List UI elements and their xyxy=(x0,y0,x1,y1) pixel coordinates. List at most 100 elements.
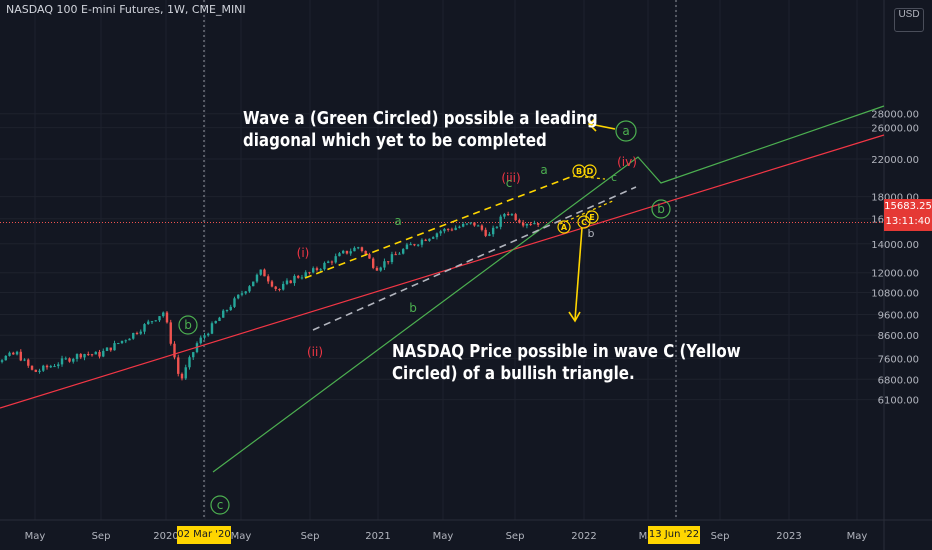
annotation-wave-a: Wave a (Green Circled) possible a leadin… xyxy=(243,109,598,151)
wave-label-circle xyxy=(651,199,671,219)
candle-body xyxy=(229,306,232,311)
candle-body xyxy=(169,322,172,344)
candle-body xyxy=(53,366,56,368)
candle-body xyxy=(135,332,139,334)
candle-body xyxy=(117,343,120,345)
candle-body xyxy=(473,222,476,226)
wave-label: c xyxy=(506,176,513,190)
wave-label-circle xyxy=(585,210,599,224)
candle-body xyxy=(98,351,101,357)
y-tick-label: 8600.00 xyxy=(878,331,919,342)
x-tick-label: Sep xyxy=(506,531,525,542)
arrow-top-shaft xyxy=(589,123,616,130)
candle-body xyxy=(297,275,300,278)
candle-body xyxy=(510,214,514,216)
candle-body xyxy=(289,280,292,284)
candle-body xyxy=(34,369,37,372)
candle-body xyxy=(147,321,150,325)
wave-label: (ii) xyxy=(307,345,323,359)
wave-label: D xyxy=(587,167,594,176)
arrow-down-shaft xyxy=(574,227,583,321)
green-wave-projection xyxy=(212,105,885,473)
candle-body xyxy=(120,340,124,344)
y-tick-label: 22000.00 xyxy=(871,155,919,166)
candle-body xyxy=(102,350,105,357)
candle-body xyxy=(476,225,480,227)
candle-body xyxy=(30,365,34,370)
candle-body xyxy=(293,275,296,284)
candle-body xyxy=(338,253,341,257)
candle-body xyxy=(308,272,311,274)
candle-body xyxy=(465,223,469,225)
candle-body xyxy=(334,256,337,263)
symbol-title: NASDAQ 100 E-mini Futures, 1W, CME_MINI xyxy=(6,3,246,16)
wave-label: c xyxy=(217,498,224,512)
candle-body xyxy=(214,321,217,324)
candle-body xyxy=(0,360,4,362)
candle-body xyxy=(416,244,420,246)
wave-label: E xyxy=(589,213,594,222)
candle-body xyxy=(27,359,30,366)
candle-body xyxy=(282,283,285,290)
candle-body xyxy=(109,347,112,351)
candle-body xyxy=(356,247,360,249)
candle-body xyxy=(428,238,431,241)
candle-body xyxy=(499,216,502,227)
candle-body xyxy=(162,312,165,317)
candle-body xyxy=(480,225,484,230)
wave-label: a xyxy=(394,214,401,228)
crosshair-date-right: 13 Jun '22 xyxy=(648,526,700,544)
y-tick-label: 10800.00 xyxy=(871,288,919,299)
candle-body xyxy=(469,222,472,224)
candle-body xyxy=(461,223,465,227)
candle-body xyxy=(177,357,180,374)
candle-body xyxy=(503,214,506,217)
candle-body xyxy=(454,227,457,230)
candle-body xyxy=(188,357,191,368)
currency-button[interactable]: USD xyxy=(894,8,924,32)
candle-body xyxy=(371,258,375,268)
x-tick-label: 2021 xyxy=(365,531,390,542)
candle-body xyxy=(79,354,82,358)
yellow-dashed-upper xyxy=(304,175,574,279)
y-tick-label: 28000.00 xyxy=(871,110,919,121)
triangle-upper xyxy=(572,175,606,180)
candle-body xyxy=(38,370,41,372)
x-tick-label: Sep xyxy=(92,531,111,542)
candle-body xyxy=(409,244,412,246)
candle-body xyxy=(529,223,532,225)
triangle-lower xyxy=(559,199,616,225)
candle-body xyxy=(72,358,75,362)
candle-body xyxy=(270,281,274,287)
candle-body xyxy=(68,358,71,362)
last-price-badge: 15683.25 13:11:40 xyxy=(884,199,932,231)
candle-body xyxy=(439,231,442,234)
candle-body xyxy=(285,280,289,284)
candle-body xyxy=(330,261,334,263)
candle-body xyxy=(300,277,304,279)
candle-body xyxy=(165,312,169,323)
y-tick-label: 9600.00 xyxy=(878,311,919,322)
candle-body xyxy=(435,233,439,238)
candle-body xyxy=(443,228,446,232)
candle-body xyxy=(319,269,322,271)
candle-body xyxy=(484,229,487,236)
candle-body xyxy=(218,317,221,322)
candle-body xyxy=(184,367,187,379)
candle-body xyxy=(312,268,315,273)
candle-body xyxy=(150,321,154,323)
wave-label-circle xyxy=(572,164,586,178)
candle-body xyxy=(431,237,435,239)
candle-body xyxy=(23,359,26,361)
candle-body xyxy=(199,337,202,344)
candle-body xyxy=(405,244,409,250)
candle-body xyxy=(304,272,307,278)
candle-body xyxy=(420,239,424,245)
candle-body xyxy=(495,226,499,228)
candle-body xyxy=(57,364,60,367)
candle-body xyxy=(521,222,525,226)
candle-body xyxy=(488,234,491,236)
wave-label: a xyxy=(622,124,629,138)
candle-body xyxy=(94,351,97,355)
